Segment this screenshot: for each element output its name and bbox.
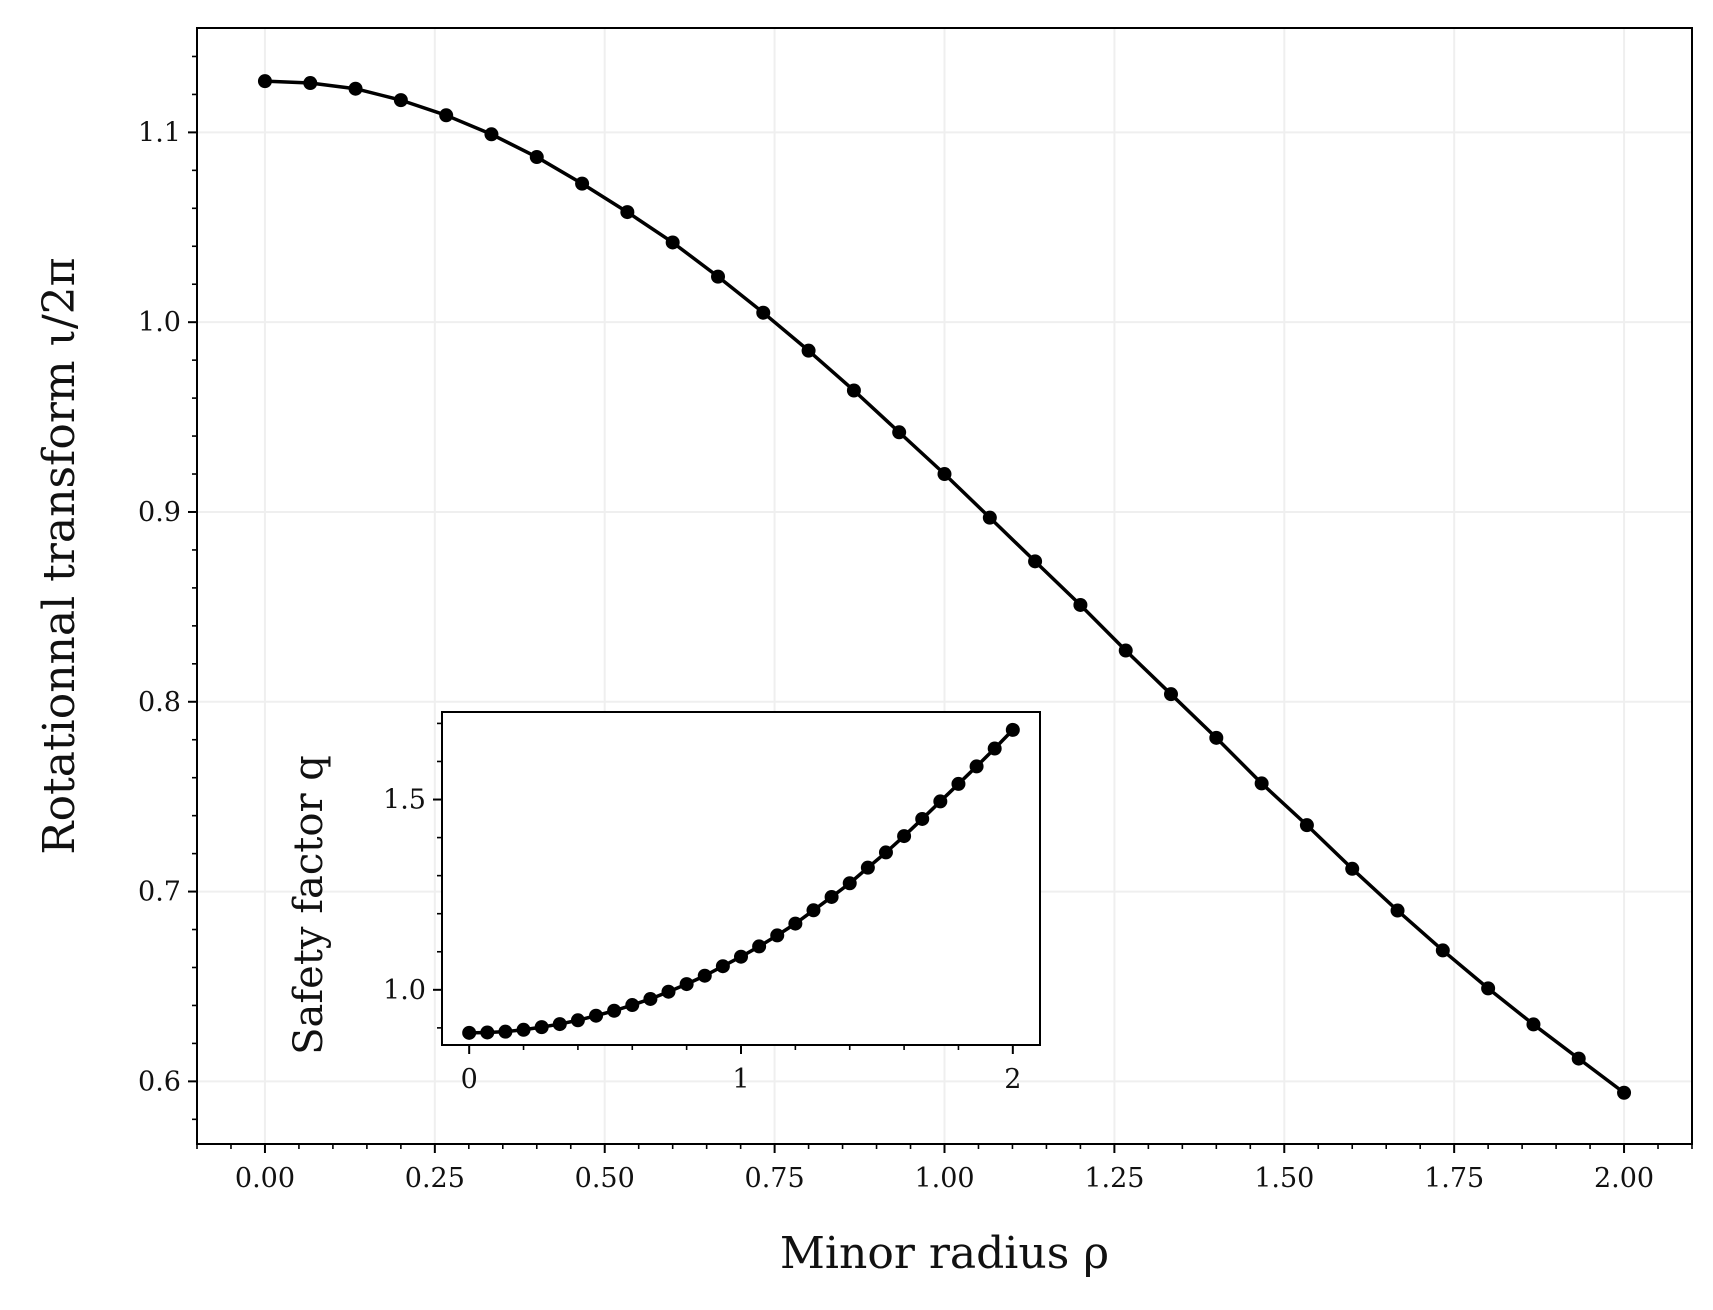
data-point: [665, 235, 680, 250]
x-tick-label: 1.50: [1254, 1163, 1314, 1194]
data-point: [484, 127, 499, 142]
data-point: [1345, 861, 1360, 876]
x-tick-label: 2.00: [1594, 1163, 1654, 1194]
x-tick-label: 1.00: [914, 1163, 974, 1194]
y-tick-label: 0.7: [138, 877, 181, 908]
data-point: [589, 1008, 604, 1023]
data-point: [1118, 643, 1133, 658]
y-tick-label: 1.0: [383, 975, 426, 1006]
data-point: [801, 343, 816, 358]
y-tick-label: 0.8: [138, 687, 181, 718]
main-x-axis-label: Minor radius ρ: [780, 1228, 1109, 1279]
main-y-axis-label: Rotationnal transform ι/2π: [34, 257, 85, 854]
inset-ticks: 0 1 2 1.0 1.5: [383, 722, 1021, 1095]
data-point: [892, 425, 907, 440]
x-tick-label: 2: [1004, 1064, 1021, 1095]
x-tick-label: 0.50: [575, 1163, 635, 1194]
inset-plot: 0 1 2 1.0 1.5: [383, 711, 1041, 1095]
data-point: [462, 1025, 477, 1040]
data-point: [951, 776, 966, 791]
data-point: [897, 829, 912, 844]
data-point: [806, 903, 821, 918]
data-point: [303, 76, 318, 91]
data-point: [878, 845, 893, 860]
data-point: [756, 305, 771, 320]
inset-series: [462, 722, 1020, 1040]
data-point: [1617, 1085, 1632, 1100]
data-point: [770, 928, 785, 943]
data-point: [393, 93, 408, 108]
x-tick-label: 0.25: [405, 1163, 465, 1194]
data-point: [643, 991, 658, 1006]
data-point: [1299, 818, 1314, 833]
y-tick-label: 1.0: [138, 307, 181, 338]
data-point: [529, 150, 544, 165]
data-point: [915, 811, 930, 826]
main-ticks: 0.00 0.25 0.50 0.75 1.00 1.25 1.50 1.75 2.000.60…: [138, 55, 1693, 1194]
data-point: [824, 889, 839, 904]
y-tick-label: 0.6: [138, 1066, 181, 1097]
data-point: [860, 860, 875, 875]
data-point: [1005, 722, 1020, 737]
data-point: [625, 998, 640, 1013]
data-point: [534, 1020, 549, 1035]
data-point: [933, 794, 948, 809]
data-point: [969, 759, 984, 774]
data-point: [257, 74, 272, 89]
data-point: [1209, 730, 1224, 745]
data-point: [575, 176, 590, 191]
x-tick-label: 0.75: [745, 1163, 805, 1194]
y-tick-label: 0.9: [138, 497, 181, 528]
data-point: [439, 108, 454, 123]
data-point: [752, 939, 767, 954]
x-tick-label: 0.00: [235, 1163, 295, 1194]
data-point: [982, 510, 997, 525]
data-point: [1571, 1051, 1586, 1066]
inset-y-axis-label: Safety factor q: [286, 755, 332, 1055]
data-point: [987, 741, 1002, 756]
data-point: [1028, 554, 1043, 569]
data-point: [348, 81, 363, 96]
data-point: [552, 1017, 567, 1032]
data-point: [788, 916, 803, 931]
main-series: [257, 74, 1632, 1100]
data-point: [697, 968, 712, 983]
data-point: [842, 876, 857, 891]
y-tick-label: 1.5: [383, 785, 426, 816]
x-tick-label: 0: [461, 1064, 478, 1095]
data-point: [734, 949, 748, 964]
data-point: [1526, 1017, 1541, 1032]
data-point: [711, 269, 726, 284]
data-point: [570, 1013, 585, 1028]
data-point: [516, 1022, 531, 1037]
data-point: [715, 959, 730, 974]
data-point: [1435, 943, 1450, 958]
x-tick-label: 1.75: [1424, 1163, 1484, 1194]
data-point: [1073, 597, 1088, 612]
data-point: [661, 984, 676, 999]
y-tick-label: 1.1: [138, 117, 181, 148]
data-point: [1163, 687, 1178, 702]
data-point: [607, 1003, 622, 1018]
x-tick-label: 1.25: [1084, 1163, 1144, 1194]
data-point: [846, 383, 861, 398]
data-point: [1390, 903, 1405, 918]
data-point: [679, 977, 694, 992]
data-point: [498, 1024, 513, 1039]
data-point: [937, 467, 952, 482]
inset-background: [442, 712, 1040, 1045]
data-point: [1481, 981, 1496, 996]
data-point: [620, 205, 635, 220]
data-point: [480, 1025, 495, 1040]
x-tick-label: 1: [732, 1064, 749, 1095]
main-plot: 0.00 0.25 0.50 0.75 1.00 1.25 1.50 1.75 2.000.60…: [138, 27, 1693, 1194]
data-point: [1254, 776, 1269, 791]
